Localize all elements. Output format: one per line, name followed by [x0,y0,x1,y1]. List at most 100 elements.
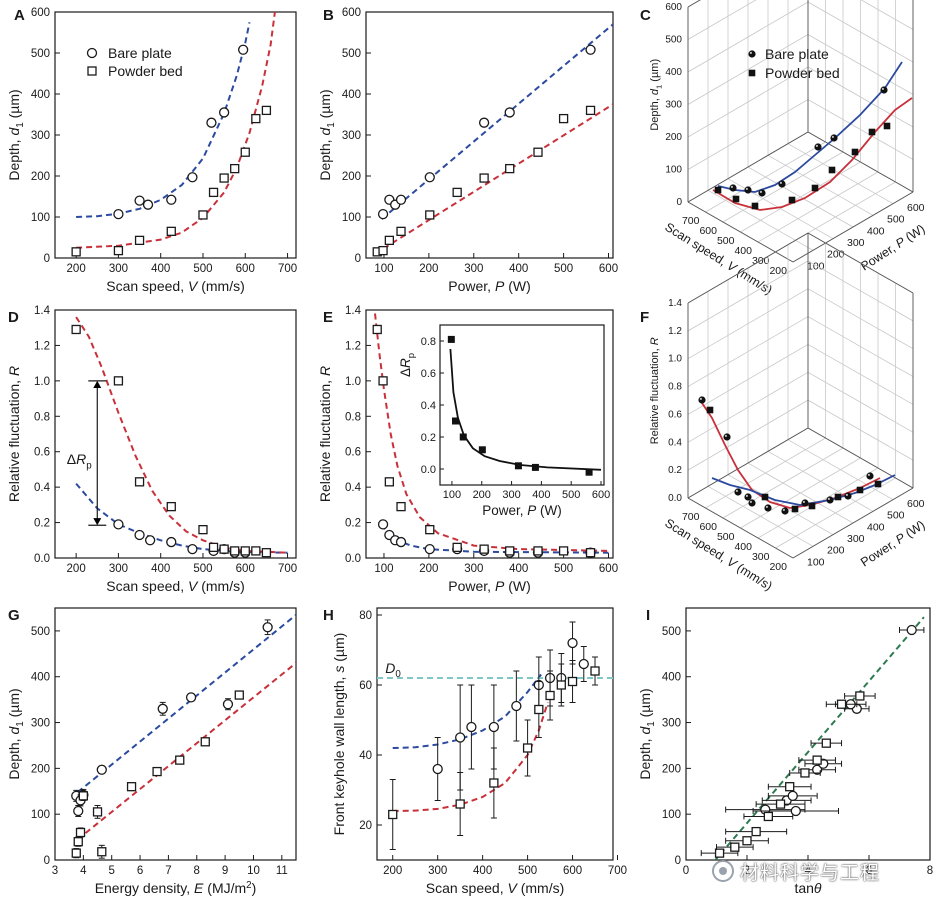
wechat-logo-icon [712,860,734,882]
y-tick-label: 1.0 [345,376,361,388]
panel-i: I 0 2 4 6 8 0 100 200 300 400 500 tanθ Depth, d1 (µm) [637,607,933,896]
sphere-highlight [815,144,819,147]
x-tick-label: 200 [419,263,438,275]
x-tick-label: 200 [769,561,787,573]
data-point-powder-bed [234,690,244,700]
y-tick-label: 400 [31,89,50,101]
data-point-powder-bed [558,546,569,556]
z-tick-label: 500 [665,35,682,46]
plot-frame [376,607,614,861]
data-point-powder-bed [742,836,752,846]
data-point-powder-bed [372,324,382,335]
plot-area [700,616,925,860]
svg-text:Relative fluctuation, R: Relative fluctuation, R [317,366,333,502]
data-point-bare-plate [144,535,156,546]
data-point-powder-bed [714,848,725,858]
delta-arrow-head-down [93,518,102,526]
inset-data-point [531,463,539,471]
plot-area [377,621,613,850]
data-point-bare-plate [478,117,490,128]
data-point-powder-bed [134,235,145,246]
x-tick-label: 6 [866,865,872,877]
z-tick-label: 200 [665,132,682,143]
gridline [722,447,844,519]
data-point-square [834,493,842,501]
data-point-powder-bed [384,235,395,246]
y-tick-label: 400 [867,521,885,533]
data-point-bare-plate [511,700,522,712]
plot-frame [365,11,614,259]
panel-f: F2003004005006007001002003004005006000.0… [640,232,928,593]
data-point-powder-bed [567,676,578,687]
svg-text:Energy density, E (MJ/m2): Energy density, E (MJ/m2) [95,880,257,896]
data-point-powder-bed [425,210,435,220]
sphere-highlight [730,185,734,188]
legend-label-bare-plate: Bare plate [765,46,829,62]
y-axis-label: Depth, d1 (µm) [6,89,26,180]
panel-g: G 3 4 5 6 7 8 9 10 11 0 100 200 300 400 500 Energy densi… [6,607,297,896]
x-tick-label: 600 [236,563,255,575]
data-point-powder-bed [175,755,185,765]
z-tick-label: 0 [676,197,682,208]
y-tick-label: 500 [31,48,50,60]
data-point-powder-bed [198,210,208,220]
y-tick-label: 300 [31,130,50,142]
data-point-sphere [830,134,838,142]
data-point-sphere [814,143,822,151]
x-tick-label: 700 [608,865,627,877]
y-tick-label: 0 [44,855,50,867]
plot-area [71,316,288,558]
watermark-text: 材料科学与工程 [740,861,881,884]
z-tick-label: 1.4 [668,298,682,309]
y-tick-label: 100 [342,212,361,224]
x-tick-label: 500 [518,865,537,877]
y-tick-label: 0 [355,253,361,265]
x-tick-label: 200 [67,563,86,575]
x-tick-label: 300 [428,865,447,877]
data-point-bare-plate [96,764,107,775]
panel-label-b: B [323,7,334,24]
z-axis-label: Relative fluctuation, R [649,337,661,444]
data-point-square [788,196,796,204]
data-point-bare-plate [166,536,177,548]
data-point-sphere [744,186,752,194]
y-tick-label: 0.4 [345,482,362,494]
x-axis-label: Scan speed, V (mm/s) [106,578,245,594]
inset-y-tick-label: 0.2 [421,432,436,444]
box-edge [792,191,914,263]
x-tick-label: 11 [276,865,288,877]
x-tick-label: 400 [151,263,170,275]
data-point-powder-bed [452,187,462,198]
inset-x-tick-label: 200 [473,489,491,501]
x-tick-label: 0 [683,865,689,877]
x-tick-label: 8 [927,865,933,877]
data-point-powder-bed [545,690,555,701]
y-tick-label: 60 [359,680,372,692]
svg-text:ΔRp: ΔRp [398,353,417,377]
y-tick-label: 1.0 [34,376,50,388]
fit-curve [392,702,549,812]
y-tick-label: 500 [31,626,50,638]
y-tick-label: 400 [662,672,681,684]
data-point-bare-plate [222,699,234,710]
data-point-square [856,486,864,494]
x-tick-label: 500 [717,235,735,247]
y-tick-label: 500 [887,510,905,522]
y-tick-label: 300 [342,130,361,142]
data-point-square [868,128,876,136]
y-tick-label: 200 [342,171,361,183]
data-point-bare-plate [424,172,435,183]
inset-x-tick-label: 500 [562,489,580,501]
fit-curve-powder [699,399,881,509]
sphere-highlight [749,500,753,503]
fit-curve [75,316,288,554]
z-axis-label: Depth, d1 (µm) [649,59,663,131]
inset-y-axis-label: ΔRp [398,353,417,377]
data-point-bare-plate [377,519,389,530]
data-point-sphere [866,472,874,480]
fit-curve [76,22,251,218]
data-point-powder-bed [251,113,261,124]
y-tick-label: 20 [359,820,372,832]
data-point-powder-bed [855,691,865,701]
data-point-sphere [844,492,852,500]
